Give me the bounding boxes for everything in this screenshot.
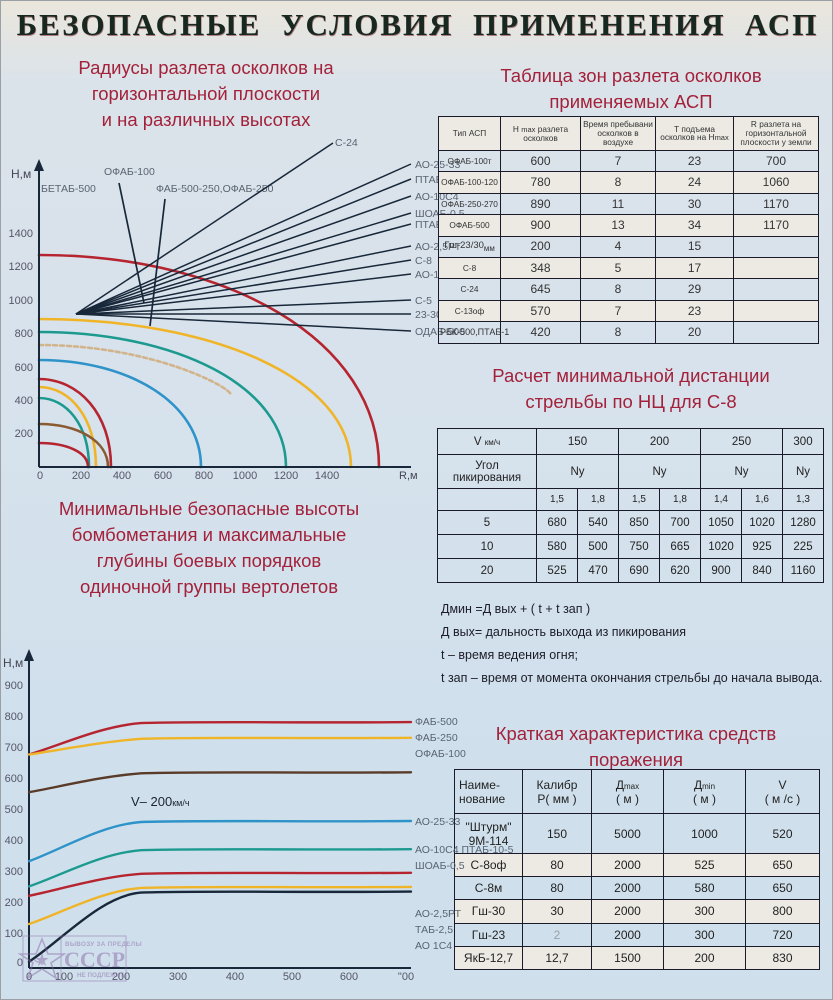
svg-text:С-8: С-8 — [415, 255, 432, 267]
svg-text:СССР: СССР — [64, 947, 125, 972]
svg-text:ФАБ-250: ФАБ-250 — [415, 732, 458, 744]
svg-text:С-5: С-5 — [415, 295, 432, 307]
svg-text:АО-10С4 ПТАБ-10-5: АО-10С4 ПТАБ-10-5 — [415, 844, 514, 856]
svg-text:Н,м: Н,м — [3, 656, 23, 670]
svg-text:200: 200 — [15, 428, 33, 440]
svg-text:900: 900 — [5, 680, 23, 692]
svg-text:200: 200 — [5, 897, 23, 909]
svg-text:600: 600 — [340, 971, 358, 983]
svg-text:200: 200 — [72, 470, 90, 482]
svg-text:ФАБ-500-250,ОФАБ-250: ФАБ-500-250,ОФАБ-250 — [156, 183, 274, 195]
svg-text:"00: "00 — [398, 971, 414, 983]
svg-text:Н,м: Н,м — [11, 167, 31, 181]
svg-text:800: 800 — [195, 470, 213, 482]
svg-text:1200: 1200 — [9, 261, 33, 273]
svg-text:600: 600 — [15, 362, 33, 374]
svg-text:АО-25-33: АО-25-33 — [415, 816, 460, 828]
svg-text:1200: 1200 — [274, 470, 298, 482]
svg-text:1000: 1000 — [233, 470, 257, 482]
svg-text:ОФАБ-100: ОФАБ-100 — [104, 166, 155, 178]
svg-text:500: 500 — [5, 804, 23, 816]
svg-text:1400: 1400 — [9, 228, 33, 240]
svg-text:500: 500 — [283, 971, 301, 983]
svg-text:ТАБ-2,5: ТАБ-2,5 — [415, 924, 453, 936]
svg-text:С-24: С-24 — [335, 137, 358, 149]
svg-text:АО 1С4: АО 1С4 — [415, 940, 452, 952]
svg-text:ОФАБ-100: ОФАБ-100 — [415, 748, 466, 760]
svg-text:400: 400 — [15, 395, 33, 407]
svg-text:1400: 1400 — [315, 470, 339, 482]
svg-text:R,м: R,м — [399, 470, 418, 482]
svg-text:0: 0 — [37, 470, 43, 482]
svg-text:БЕТАБ-500: БЕТАБ-500 — [41, 183, 96, 195]
svg-text:800: 800 — [15, 328, 33, 340]
svg-text:V– 200км/ч: V– 200км/ч — [131, 794, 190, 809]
svg-text:800: 800 — [5, 711, 23, 723]
svg-text:400: 400 — [113, 470, 131, 482]
svg-text:ФАБ-500: ФАБ-500 — [415, 716, 458, 728]
svg-text:300: 300 — [5, 866, 23, 878]
svg-text:1000: 1000 — [9, 295, 33, 307]
svg-text:400: 400 — [5, 835, 23, 847]
svg-text:700: 700 — [5, 742, 23, 754]
svg-text:600: 600 — [5, 773, 23, 785]
svg-text:НЕ ПОДЛЕЖИТ: НЕ ПОДЛЕЖИТ — [77, 972, 124, 979]
svg-text:АО-2,5РТ: АО-2,5РТ — [415, 908, 462, 920]
svg-text:ШОАБ-0,5: ШОАБ-0,5 — [415, 860, 465, 872]
svg-text:600: 600 — [154, 470, 172, 482]
